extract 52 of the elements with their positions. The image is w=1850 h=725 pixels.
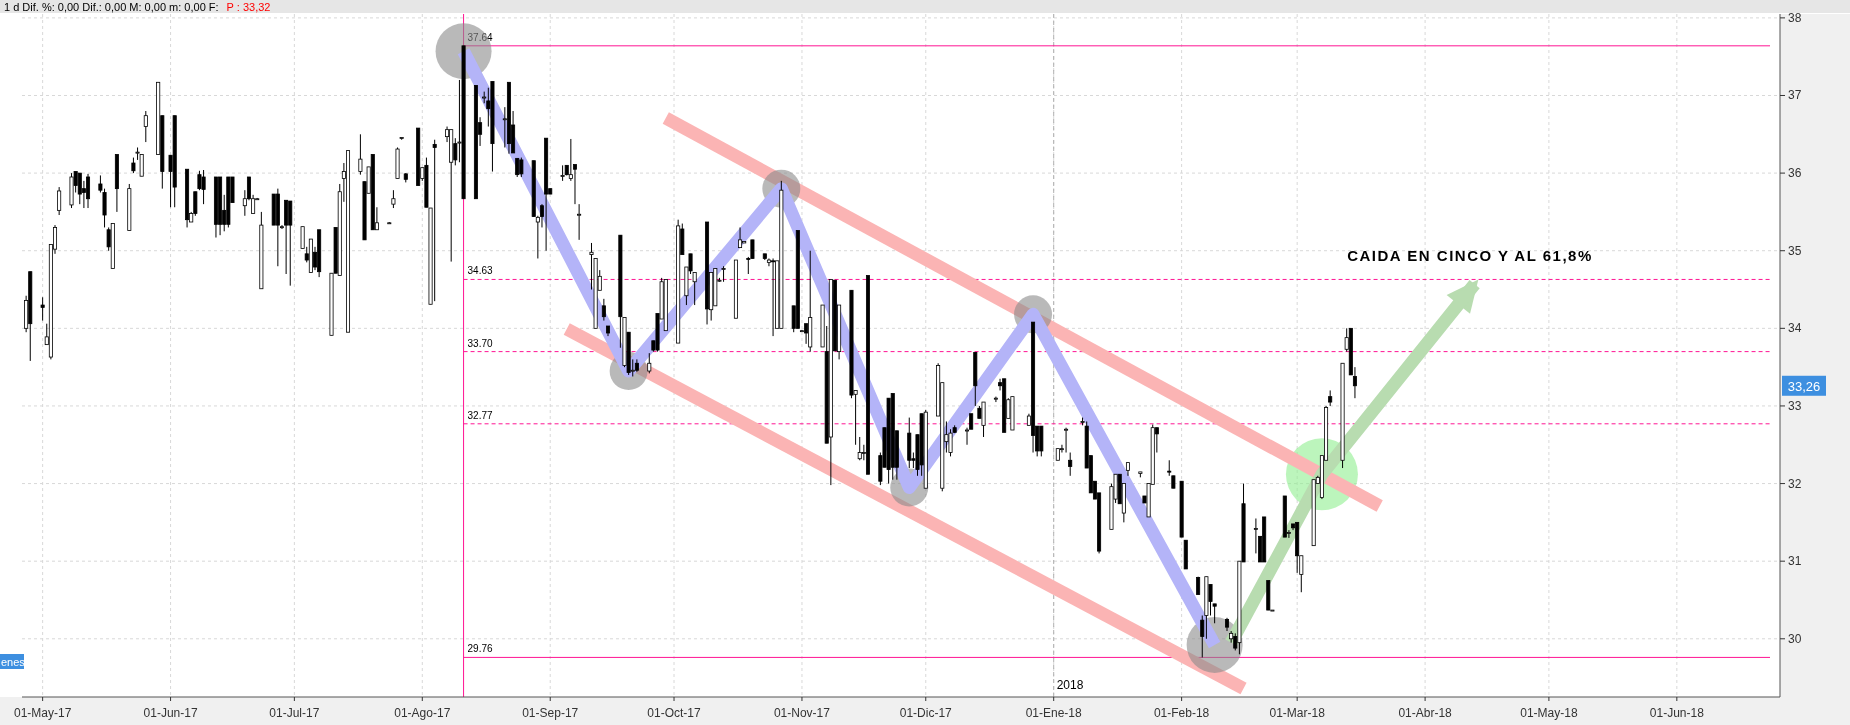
x-tick-label: 01-May-18 [1520,706,1578,720]
ref-line-label: 33.70 [467,337,494,349]
x-tick-label: 01-Ago-17 [394,706,451,720]
y-tick-label: 36 [1788,166,1802,181]
y-tick-label: 38 [1788,10,1802,25]
candlestick [857,436,862,461]
y-tick-label: 31 [1788,554,1802,569]
x-tick-label: 01-Jun-18 [1649,706,1705,720]
chart-title: 1 d Dif. %: 0,00 Dif.: 0,00 M: 0,00 m: 0,00 F: [4,1,219,13]
candlestick [981,401,986,438]
candlestick [1064,427,1069,454]
candlestick [432,139,437,302]
x-tick-label: 01-Jun-17 [143,706,198,720]
annotation: enes [1,656,26,668]
ref-line-label: 2018 [1056,678,1084,692]
ref-line-label: 29.76 [467,643,494,655]
candlestick [1068,452,1073,477]
candlestick [601,298,606,322]
y-tick-label: 32 [1788,476,1802,491]
x-tick-label: 01-Dic-17 [899,706,953,720]
chart-subtitle: P : 33,32 [226,1,271,13]
y-tick-label: 34 [1788,321,1802,336]
x-tick-label: 01-Mar-18 [1269,706,1326,720]
candlestick [515,157,520,178]
ref-line-label: 32.77 [467,409,494,421]
x-tick-label: 01-Abr-18 [1398,706,1453,720]
x-tick-label: 01-Oct-17 [647,706,702,720]
x-tick-label: 01-Jul-17 [269,706,320,720]
y-tick-label: 30 [1788,631,1802,646]
candlestick [519,157,524,178]
x-tick-label: 01-May-17 [13,706,72,720]
y-tick-label: 37 [1788,88,1802,103]
candlestick [57,186,62,216]
candlestick [77,172,82,205]
annotation: 33,26 [1787,378,1821,394]
candlestick [40,296,45,322]
x-tick-label: 01-Nov-17 [773,706,831,720]
candlestick [358,133,363,176]
x-tick-label: 01-Feb-18 [1153,706,1210,720]
x-tick-label: 01-Ene-18 [1025,706,1083,720]
candlestick [993,396,998,403]
candlestick [201,169,206,205]
candlestick [577,203,582,241]
y-tick-label: 35 [1788,243,1802,258]
annotation: CAIDA EN CINCO Y AL 61,8% [1347,247,1593,264]
candlestick [143,110,148,143]
candlestick [647,352,652,374]
y-tick-label: 33 [1788,398,1802,413]
candlestick [1200,615,1205,658]
candlestick [86,173,91,209]
ref-line-label: 34.63 [467,265,494,277]
x-tick-label: 01-Sep-17 [522,706,579,720]
